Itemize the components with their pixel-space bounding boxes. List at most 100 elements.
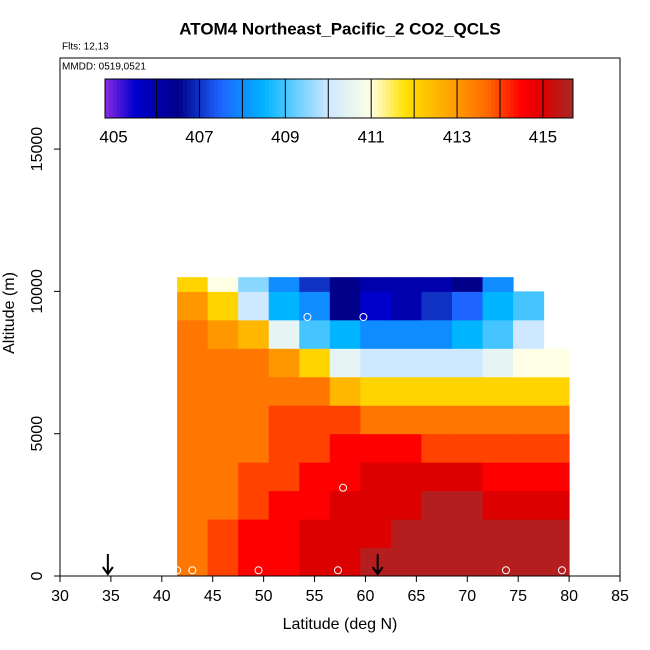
- heat-cell: [238, 291, 270, 321]
- colorbar-segment: [534, 79, 539, 118]
- x-tick-label: 55: [306, 588, 324, 605]
- colorbar-segment: [506, 79, 512, 118]
- heat-cell: [177, 277, 209, 292]
- heat-cell: [299, 462, 331, 492]
- colorbar-segment: [385, 79, 391, 118]
- heat-cell: [299, 433, 331, 463]
- heat-cell: [390, 462, 422, 492]
- heat-cell: [329, 277, 361, 292]
- colorbar-segment: [401, 79, 406, 118]
- sample-point: [339, 483, 348, 492]
- heat-cell: [390, 519, 422, 549]
- colorbar-segment: [296, 79, 301, 118]
- colorbar-segment: [198, 79, 203, 118]
- heat-cell: [513, 405, 545, 435]
- heat-cell: [329, 405, 361, 435]
- colorbar-segment: [541, 79, 547, 118]
- colorbar-segment: [116, 79, 122, 118]
- heat-cell: [299, 277, 331, 292]
- colorbar-segment: [202, 79, 207, 118]
- heat-cell: [177, 519, 209, 549]
- colorbar-segment: [561, 79, 566, 118]
- heat-cell: [390, 277, 422, 292]
- colorbar-segment: [132, 79, 137, 118]
- colorbar-segment: [245, 79, 250, 118]
- heat-cell: [238, 490, 270, 520]
- colorbar-tick-label: 409: [271, 127, 299, 146]
- heat-cell: [207, 519, 239, 549]
- heat-cell: [177, 462, 209, 492]
- colorbar-segment: [467, 79, 473, 118]
- heat-cell: [329, 519, 361, 549]
- heat-cell: [177, 490, 209, 520]
- x-tick-label: 85: [611, 588, 629, 605]
- colorbar-segment: [339, 79, 344, 118]
- colorbar-segment: [522, 79, 527, 118]
- heat-cell: [513, 319, 545, 349]
- colorbar-segment: [530, 79, 535, 118]
- heat-cell: [513, 348, 545, 378]
- colorbar-segment: [307, 79, 313, 118]
- heat-cell: [390, 405, 422, 435]
- heat-cell: [299, 490, 331, 520]
- heat-cell: [421, 547, 453, 577]
- colorbar-segment: [491, 79, 496, 118]
- heat-cell: [329, 433, 361, 463]
- colorbar-segment: [487, 79, 492, 118]
- x-tick-label: 80: [560, 588, 578, 605]
- x-tick-label: 75: [509, 588, 527, 605]
- colorbar-segment: [151, 79, 157, 118]
- x-tick-label: 40: [153, 588, 171, 605]
- colorbar-segment: [257, 79, 262, 118]
- heat-cell: [207, 291, 239, 321]
- y-tick-label: 5000: [29, 416, 46, 452]
- colorbar-segment: [526, 79, 531, 118]
- heat-cell: [177, 291, 209, 321]
- arrow: [102, 554, 114, 576]
- heat-cell: [421, 277, 453, 292]
- heat-cell: [452, 547, 484, 577]
- sample-point: [188, 566, 197, 575]
- colorbar-segment: [405, 79, 410, 118]
- colorbar-segment: [381, 79, 387, 118]
- heat-cell: [360, 319, 392, 349]
- heat-cell: [299, 348, 331, 378]
- colorbar-segment: [288, 79, 293, 118]
- colorbar-segment: [175, 79, 180, 118]
- heat-cell: [543, 519, 570, 549]
- colorbar-segment: [370, 79, 375, 118]
- colorbar-segment: [319, 79, 324, 118]
- sample-point: [557, 566, 566, 575]
- colorbar-segment: [498, 79, 504, 118]
- colorbar-segment: [171, 79, 176, 118]
- colorbar-segment: [179, 79, 184, 118]
- colorbar-segment: [471, 79, 476, 118]
- colorbar-segment: [120, 79, 125, 118]
- heat-cell: [390, 433, 422, 463]
- heat-cell: [390, 291, 422, 321]
- heat-cell: [207, 490, 239, 520]
- colorbar-segment: [303, 79, 309, 118]
- heat-cell: [207, 433, 239, 463]
- colorbar-segment: [155, 79, 161, 118]
- colorbar-segment: [354, 79, 359, 118]
- heat-cell: [360, 348, 392, 378]
- colorbar-segment: [140, 79, 145, 118]
- heat-cell: [390, 376, 422, 406]
- heat-cell: [238, 348, 270, 378]
- colorbar-segment: [335, 79, 340, 118]
- heat-cell: [421, 405, 453, 435]
- x-tick-label: 50: [255, 588, 273, 605]
- colorbar-segment: [249, 79, 254, 118]
- heat-cell: [390, 348, 422, 378]
- heat-cell: [482, 291, 514, 321]
- heat-cell: [390, 319, 422, 349]
- colorbar-segment: [456, 79, 461, 118]
- heat-cell: [207, 405, 239, 435]
- heat-cell: [360, 519, 392, 549]
- heat-cell: [360, 462, 392, 492]
- heat-cell: [452, 277, 484, 292]
- colorbar-frame: [104, 78, 574, 119]
- plot-frame: [59, 57, 621, 577]
- heat-cell: [452, 319, 484, 349]
